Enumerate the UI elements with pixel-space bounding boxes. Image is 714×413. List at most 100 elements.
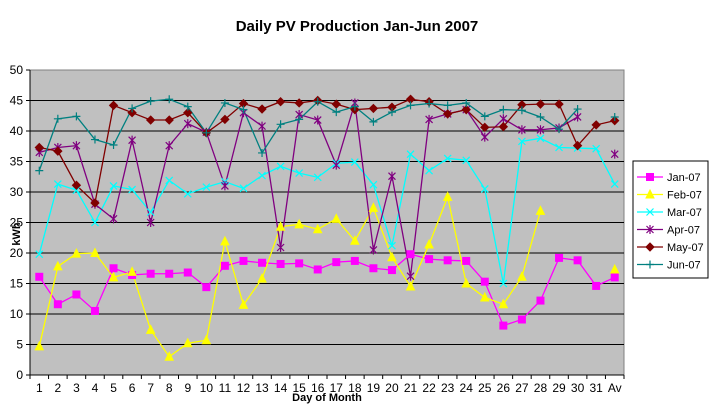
x-tick-label: 4 <box>92 381 99 395</box>
x-tick-label: 22 <box>422 381 436 395</box>
data-point-jan-07 <box>480 277 489 286</box>
legend-box <box>632 160 709 279</box>
data-point-apr-07 <box>165 141 174 151</box>
legend-swatch-marker <box>646 260 654 269</box>
data-point-jun-07 <box>258 148 267 157</box>
data-point-jan-07 <box>313 265 322 274</box>
data-point-mar-07 <box>91 218 99 227</box>
x-tick-label: 24 <box>460 381 474 395</box>
legend-item-feb-07: Feb-07 <box>637 188 702 202</box>
data-point-jan-07 <box>406 250 415 259</box>
data-point-jun-07 <box>387 108 396 117</box>
data-point-feb-07 <box>164 351 175 361</box>
data-point-mar-07 <box>480 185 489 193</box>
data-point-may-07 <box>275 97 286 107</box>
data-point-feb-07 <box>535 205 546 215</box>
legend: Jan-07 Feb-07 Mar-07 Apr-07 May-07 Jun-07 <box>632 160 709 279</box>
data-point-apr-07 <box>425 114 434 124</box>
data-point-mar-07 <box>499 279 508 288</box>
data-point-mar-07 <box>72 186 81 195</box>
data-point-mar-07 <box>276 162 285 171</box>
data-point-feb-07 <box>71 247 82 258</box>
data-point-jun-07 <box>332 108 341 117</box>
x-tick-label: 15 <box>292 381 306 395</box>
data-point-feb-07 <box>275 221 286 231</box>
data-point-mar-07 <box>183 189 192 198</box>
x-tick-label: 12 <box>237 381 251 395</box>
data-point-jun-07 <box>443 101 452 110</box>
x-tick-label: 8 <box>166 381 173 395</box>
data-point-jun-07 <box>146 97 155 106</box>
legend-label: Jun-07 <box>667 260 701 272</box>
y-tick-label: 20 <box>10 246 24 260</box>
data-point-mar-07 <box>239 184 248 193</box>
data-point-mar-07 <box>517 137 526 146</box>
x-tick-label: 29 <box>552 381 566 395</box>
data-point-apr-07 <box>369 245 378 255</box>
y-tick-label: 10 <box>10 307 24 321</box>
y-tick-label: 45 <box>10 94 24 108</box>
data-point-mar-07 <box>146 208 155 217</box>
data-point-may-07 <box>220 114 230 125</box>
data-point-apr-07 <box>499 114 508 124</box>
data-point-jun-07 <box>313 97 322 106</box>
x-tick-label: 10 <box>200 381 214 395</box>
data-point-may-07 <box>164 115 174 125</box>
y-axis-ticks: 0 5 10 15 20 25 30 35 40 45 50 <box>10 63 31 382</box>
data-point-may-07 <box>294 98 304 108</box>
data-point-may-07 <box>498 122 509 132</box>
legend-swatch-marker <box>645 188 655 199</box>
series-line-jun-07 <box>38 98 579 171</box>
data-point-jan-07 <box>462 256 471 265</box>
data-point-jun-07 <box>610 112 619 121</box>
data-point-jan-07 <box>202 283 211 292</box>
data-point-jun-07 <box>369 117 378 126</box>
y-tick-label: 0 <box>16 368 23 382</box>
legend-item-apr-07: Apr-07 <box>637 225 700 237</box>
data-point-jan-07 <box>53 300 62 309</box>
data-point-apr-07 <box>109 214 118 224</box>
x-tick-label: 3 <box>73 381 80 395</box>
x-tick-label: 1 <box>36 381 43 395</box>
data-point-mar-07 <box>128 185 137 194</box>
data-point-mar-07 <box>295 169 304 178</box>
data-point-apr-07 <box>406 271 415 281</box>
x-tick-label: 21 <box>404 381 418 395</box>
x-tick-label: 23 <box>441 381 455 395</box>
legend-item-jan-07: Jan-07 <box>637 172 701 184</box>
data-point-mar-07 <box>536 134 545 143</box>
data-point-jun-07 <box>499 105 508 114</box>
data-point-apr-07 <box>388 171 396 181</box>
legend-item-mar-07: Mar-07 <box>637 207 702 219</box>
x-tick-label: 28 <box>534 381 548 395</box>
data-point-apr-07 <box>276 243 285 253</box>
data-point-jun-07 <box>53 114 62 123</box>
data-point-may-07 <box>90 198 100 208</box>
x-tick-label: Av <box>608 381 622 395</box>
data-point-apr-07 <box>146 218 155 227</box>
data-point-may-07 <box>257 104 267 114</box>
x-axis-label: Day of Month <box>292 392 362 404</box>
data-point-mar-07 <box>35 250 44 259</box>
data-point-apr-07 <box>332 160 341 170</box>
data-point-jan-07 <box>425 255 434 264</box>
data-point-may-07 <box>145 115 156 125</box>
data-point-may-07 <box>183 107 193 118</box>
legend-label: Mar-07 <box>667 207 702 219</box>
data-point-jun-07 <box>202 128 211 137</box>
y-tick-label: 35 <box>10 155 24 169</box>
data-point-feb-07 <box>257 273 267 283</box>
data-point-feb-07 <box>424 238 434 249</box>
data-point-apr-07 <box>517 125 526 135</box>
data-point-mar-07 <box>313 173 322 182</box>
x-tick-label: 17 <box>330 381 344 395</box>
data-point-feb-07 <box>350 235 360 245</box>
data-point-jun-07 <box>573 105 582 114</box>
data-point-jan-07 <box>146 269 155 278</box>
data-point-jan-07 <box>35 272 44 281</box>
x-axis-ticks: 1 2 3 4 5 6 7 8 9 10 11 12 13 14 15 16 17 18 19 20 21 22 23 24 2… <box>29 374 625 395</box>
data-point-jan-07 <box>183 268 192 277</box>
data-point-jun-07 <box>183 102 192 111</box>
data-point-jan-07 <box>350 256 359 265</box>
